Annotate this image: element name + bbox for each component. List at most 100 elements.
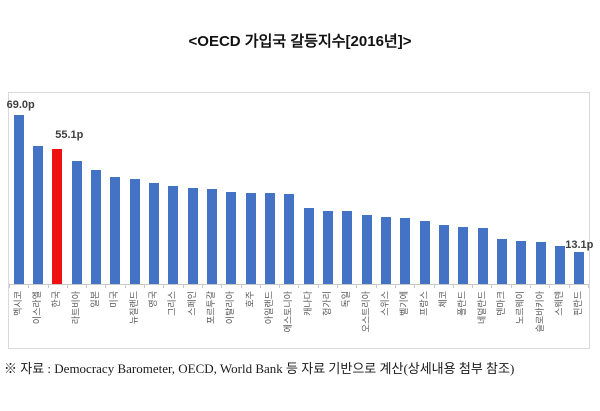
category-label: 프랑스 bbox=[418, 291, 429, 316]
category-label-cell: 멕시코 bbox=[9, 288, 28, 348]
category-label: 독일 bbox=[341, 291, 352, 308]
category-label: 미국 bbox=[109, 291, 120, 308]
bar bbox=[226, 191, 237, 284]
bar bbox=[71, 161, 82, 284]
bar-column bbox=[260, 93, 279, 284]
category-label: 이탈리아 bbox=[225, 291, 236, 325]
category-label: 노르웨이 bbox=[515, 291, 526, 325]
bar-column bbox=[125, 93, 144, 284]
category-label-cell: 이스라엘 bbox=[28, 288, 47, 348]
x-axis bbox=[9, 284, 589, 288]
bar-column bbox=[144, 93, 163, 284]
bar-column bbox=[106, 93, 125, 284]
category-label: 에스토니아 bbox=[283, 291, 294, 333]
axis-tick bbox=[473, 285, 493, 288]
category-label-cell: 일본 bbox=[86, 288, 105, 348]
chart-title: <OECD 가입국 갈등지수[2016년]> bbox=[188, 33, 412, 50]
bar bbox=[438, 225, 449, 284]
category-label: 포르투갈 bbox=[205, 291, 216, 325]
category-label: 네덜란드 bbox=[476, 291, 487, 325]
bar bbox=[496, 239, 507, 284]
plot-area: 69.0p 55.1p 13.1p bbox=[7, 93, 593, 284]
axis-tick bbox=[415, 285, 435, 288]
category-label-cell: 독일 bbox=[338, 288, 357, 348]
category-label: 체코 bbox=[437, 291, 448, 308]
category-label: 오스트리아 bbox=[360, 291, 371, 333]
category-label-cell: 캐나다 bbox=[299, 288, 318, 348]
category-label-cell: 스웨덴 bbox=[550, 288, 569, 348]
axis-tick bbox=[492, 285, 512, 288]
category-label-cell: 헝가리 bbox=[318, 288, 337, 348]
bar bbox=[342, 211, 353, 284]
category-label-cell: 한국 bbox=[48, 288, 67, 348]
category-label-cell: 스위스 bbox=[376, 288, 395, 348]
axis-tick bbox=[222, 285, 242, 288]
axis-tick bbox=[550, 285, 570, 288]
value-label: 13.1p bbox=[565, 238, 594, 251]
bar-column bbox=[86, 93, 105, 284]
axis-tick bbox=[512, 285, 532, 288]
axis-tick bbox=[49, 285, 68, 288]
bar bbox=[110, 177, 121, 284]
bar-column bbox=[357, 93, 376, 284]
category-label: 핀란드 bbox=[573, 291, 584, 316]
category-label-cell: 슬로바키아 bbox=[531, 288, 550, 348]
category-label-cell: 그리스 bbox=[164, 288, 183, 348]
axis-tick bbox=[531, 285, 551, 288]
category-label: 뉴질랜드 bbox=[128, 291, 139, 325]
axis-tick bbox=[242, 285, 261, 288]
category-label: 한국 bbox=[51, 291, 62, 308]
bar bbox=[245, 192, 256, 284]
category-label-cell: 라트비아 bbox=[67, 288, 86, 348]
bar-column bbox=[241, 93, 260, 284]
bar-column bbox=[299, 93, 318, 284]
category-label: 헝가리 bbox=[321, 291, 332, 316]
category-label-cell: 영국 bbox=[144, 288, 163, 348]
axis-tick bbox=[435, 285, 454, 288]
axis-tick bbox=[570, 285, 589, 288]
category-label: 호주 bbox=[244, 291, 255, 308]
axis-tick bbox=[68, 285, 88, 288]
category-label-cell: 미국 bbox=[106, 288, 125, 348]
category-label-cell: 오스트리아 bbox=[357, 288, 376, 348]
axis-tick bbox=[87, 285, 107, 288]
bar bbox=[206, 189, 217, 284]
category-label-cell: 스페인 bbox=[183, 288, 202, 348]
bar-column bbox=[396, 93, 415, 284]
bar-column bbox=[531, 93, 550, 284]
bar-column bbox=[415, 93, 434, 284]
category-label-cell: 아일랜드 bbox=[260, 288, 279, 348]
category-label: 벨기에 bbox=[399, 291, 410, 316]
bar-column bbox=[318, 93, 337, 284]
bar-column bbox=[183, 93, 202, 284]
value-label: 55.1p bbox=[55, 129, 84, 142]
bar bbox=[90, 170, 101, 284]
bar bbox=[264, 192, 275, 284]
bar bbox=[400, 217, 411, 284]
bar bbox=[516, 241, 527, 284]
bar bbox=[361, 214, 372, 284]
axis-tick bbox=[164, 285, 184, 288]
bar bbox=[168, 185, 179, 284]
bar-column bbox=[164, 93, 183, 284]
chart-area: 69.0p 55.1p 13.1p 멕시코 이스라엘 한국 라트비아 일본 미국 뉴질랜드 영국 그… bbox=[7, 92, 593, 349]
category-label: 스웨덴 bbox=[553, 291, 564, 316]
category-label-cell: 뉴질랜드 bbox=[125, 288, 144, 348]
category-label: 슬로바키아 bbox=[534, 291, 545, 333]
bar bbox=[303, 208, 314, 284]
bar-column bbox=[550, 93, 569, 284]
bar-column bbox=[280, 93, 299, 284]
bar bbox=[419, 221, 430, 284]
bar-column bbox=[28, 93, 47, 284]
bar-column bbox=[570, 93, 589, 284]
bar bbox=[13, 115, 24, 284]
bar bbox=[380, 216, 391, 284]
category-label: 일본 bbox=[89, 291, 100, 308]
bar-column bbox=[67, 93, 86, 284]
category-label-cell: 폴란드 bbox=[454, 288, 473, 348]
bar bbox=[32, 145, 43, 284]
bar-column bbox=[454, 93, 473, 284]
bar-highlighted bbox=[52, 149, 63, 284]
bar bbox=[535, 241, 546, 284]
category-label: 스위스 bbox=[379, 291, 390, 316]
